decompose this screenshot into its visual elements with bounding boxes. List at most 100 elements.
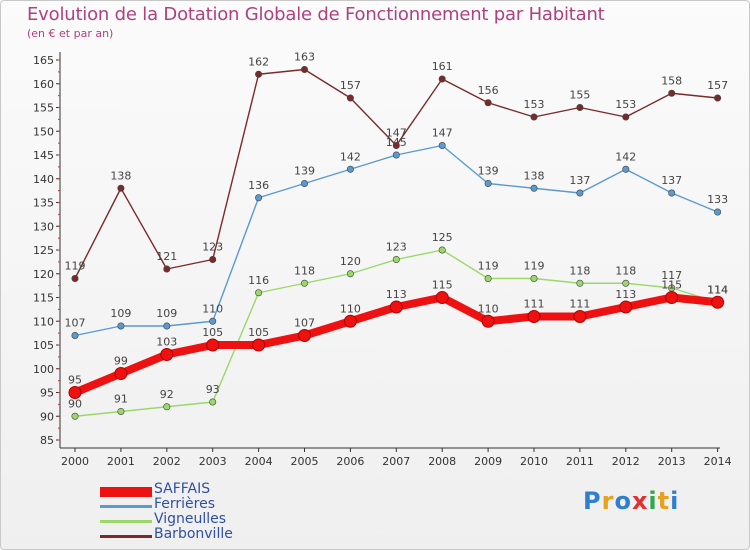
- data-point-vigneulles: [300, 279, 308, 287]
- data-point-barbonville: [530, 113, 538, 121]
- data-label-barbonville: 157: [340, 79, 361, 92]
- data-label-vigneulles: 125: [432, 231, 453, 244]
- y-tick-label: 120: [33, 268, 54, 281]
- legend-swatch-vigneulles: [100, 520, 152, 523]
- data-point-ferrires: [255, 194, 263, 202]
- data-point-vigneulles: [117, 407, 125, 415]
- legend-item-ferrieres: Ferrières: [100, 496, 280, 514]
- data-label-saffais: 103: [156, 336, 177, 349]
- data-label-ferrires: 136: [248, 179, 269, 192]
- data-label-vigneulles: 116: [248, 274, 269, 287]
- data-label-vigneulles: 118: [615, 264, 636, 277]
- data-point-barbonville: [668, 89, 676, 97]
- legend-swatch-barbonville: [100, 535, 152, 538]
- data-point-ferrires: [530, 184, 538, 192]
- data-point-barbonville: [392, 142, 400, 150]
- data-point-saffais: [665, 291, 679, 304]
- data-label-saffais: 111: [524, 298, 545, 311]
- chart-subtitle: (en € et par an): [27, 27, 114, 40]
- y-tick-label: 85: [40, 434, 54, 447]
- data-point-ferrires: [438, 142, 446, 150]
- data-label-saffais: 114: [707, 283, 728, 296]
- y-tick-label: 150: [33, 125, 54, 138]
- y-tick-label: 125: [33, 244, 54, 257]
- legend-item-barbonville: Barbonville: [100, 526, 280, 544]
- data-label-barbonville: 157: [707, 79, 728, 92]
- data-label-barbonville: 121: [156, 250, 177, 263]
- y-tick-label: 115: [33, 292, 54, 305]
- x-tick-label: 2004: [245, 455, 273, 468]
- data-label-saffais: 110: [340, 302, 361, 315]
- y-tick-label: 95: [40, 387, 54, 400]
- x-tick-label: 2010: [520, 455, 548, 468]
- data-point-saffais: [435, 291, 449, 304]
- data-label-saffais: 110: [478, 302, 499, 315]
- y-tick-label: 90: [40, 410, 54, 423]
- data-label-ferrires: 145: [386, 136, 407, 149]
- y-tick-label: 155: [33, 102, 54, 115]
- data-label-ferrires: 137: [661, 174, 682, 187]
- data-label-vigneulles: 119: [478, 260, 499, 273]
- data-label-barbonville: 158: [661, 74, 682, 87]
- legend-swatch-saffais: [100, 487, 152, 497]
- x-tick-label: 2011: [566, 455, 594, 468]
- data-label-ferrires: 109: [110, 307, 131, 320]
- data-point-saffais: [68, 386, 82, 399]
- data-label-ferrires: 147: [432, 127, 453, 140]
- data-label-vigneulles: 118: [294, 264, 315, 277]
- data-point-saffais: [298, 329, 311, 342]
- data-label-vigneulles: 91: [114, 393, 128, 406]
- data-label-saffais: 115: [432, 279, 453, 292]
- data-label-vigneulles: 93: [206, 383, 220, 396]
- data-point-barbonville: [438, 75, 446, 83]
- data-label-barbonville: 153: [524, 98, 545, 111]
- data-label-ferrires: 137: [569, 174, 590, 187]
- y-tick-label: 130: [33, 220, 54, 233]
- x-tick-label: 2009: [474, 455, 502, 468]
- data-point-saffais: [160, 348, 174, 361]
- data-point-barbonville: [71, 274, 79, 282]
- data-point-vigneulles: [622, 279, 630, 287]
- data-label-ferrires: 142: [340, 150, 361, 163]
- x-tick-label: 2002: [153, 455, 181, 468]
- data-point-barbonville: [300, 66, 308, 74]
- data-point-saffais: [573, 310, 587, 323]
- data-point-barbonville: [576, 104, 584, 112]
- data-label-vigneulles: 114: [707, 283, 728, 296]
- data-point-barbonville: [714, 94, 722, 102]
- data-point-ferrires: [392, 151, 400, 159]
- data-point-saffais: [527, 310, 541, 323]
- data-point-barbonville: [346, 94, 354, 102]
- data-label-saffais: 111: [569, 298, 590, 311]
- data-point-vigneulles: [438, 246, 446, 254]
- data-point-ferrires: [209, 317, 217, 325]
- data-point-saffais: [252, 338, 266, 352]
- data-point-ferrires: [576, 189, 584, 197]
- data-point-vigneulles: [530, 274, 538, 282]
- data-point-vigneulles: [484, 274, 492, 282]
- x-tick-label: 2013: [658, 455, 686, 468]
- data-point-vigneulles: [346, 270, 354, 278]
- data-point-saffais: [711, 295, 725, 309]
- data-label-vigneulles: 92: [160, 388, 174, 401]
- data-label-barbonville: 162: [248, 55, 269, 68]
- data-label-saffais: 113: [386, 288, 407, 301]
- data-point-vigneulles: [209, 398, 217, 406]
- data-point-ferrires: [117, 322, 125, 330]
- x-tick-label: 2006: [336, 455, 364, 468]
- data-point-vigneulles: [163, 403, 171, 411]
- data-point-ferrires: [300, 180, 308, 188]
- data-label-vigneulles: 120: [340, 255, 361, 268]
- data-label-vigneulles: 119: [524, 260, 545, 273]
- data-point-vigneulles: [71, 412, 79, 420]
- legend-item-vigneulles: Vigneulles: [100, 511, 280, 529]
- data-point-vigneulles: [392, 255, 400, 263]
- y-tick-label: 100: [33, 363, 54, 376]
- y-tick-label: 110: [33, 315, 54, 328]
- data-label-ferrires: 142: [615, 150, 636, 163]
- data-label-barbonville: 155: [569, 89, 590, 102]
- data-label-saffais: 115: [661, 279, 682, 292]
- data-label-barbonville: 119: [65, 260, 86, 273]
- legend-label-saffais: SAFFAIS: [154, 481, 211, 497]
